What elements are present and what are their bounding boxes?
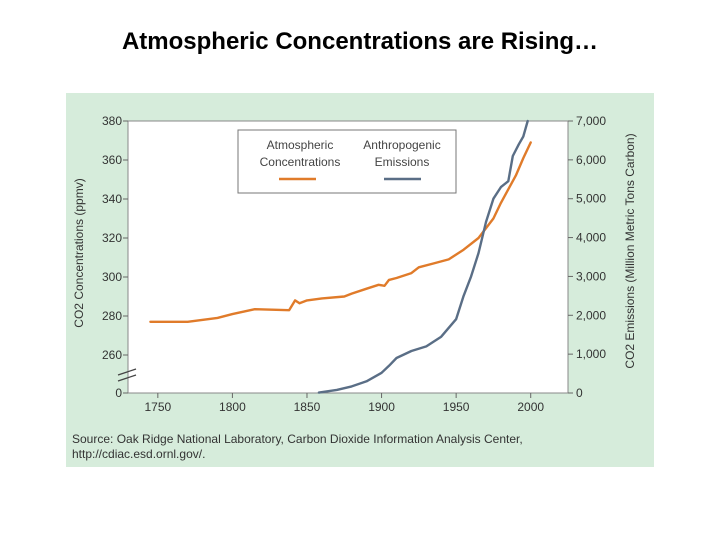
x-tick-label: 1900 [368, 400, 395, 414]
slide-title: Atmospheric Concentrations are Rising… [121, 28, 599, 55]
y-left-tick-label: 260 [102, 348, 122, 362]
legend: Atmospheric Concentrations Anthropogenic… [237, 129, 457, 194]
y-left-tick-label: 360 [102, 153, 122, 167]
y-right-tick-label: 6,000 [576, 153, 606, 167]
y-right-tick-label: 2,000 [576, 308, 606, 322]
x-tick-label: 1800 [219, 400, 246, 414]
y-right-tick-label: 1,000 [576, 347, 606, 361]
y-right-tick-label: 0 [576, 386, 583, 400]
axis-break-mark [117, 374, 137, 382]
x-tick-label: 2000 [517, 400, 544, 414]
y-left-tick-label: 320 [102, 231, 122, 245]
y-right-tick-label: 4,000 [576, 231, 606, 245]
series-line-emissions [317, 119, 529, 394]
legend-box [237, 129, 457, 194]
source-line-2: http://cdiac.esd.ornl.gov/. [72, 447, 205, 461]
y-left-tick-label: 380 [102, 114, 122, 128]
y-left-axis-label: CO2 Concentrations (ppmv) [72, 178, 86, 327]
source-line-1: Source: Oak Ridge National Laboratory, C… [72, 432, 523, 446]
legend-label-emissions-1: Anthropogenic [363, 138, 440, 152]
y-right-axis-label: CO2 Emissions (Million Metric Tons Carbo… [623, 133, 637, 368]
legend-label-emissions-2: Emissions [375, 155, 430, 169]
x-tick-label: 1950 [443, 400, 470, 414]
legend-label-concentrations-2: Concentrations [260, 155, 341, 169]
series-line-concentrations [149, 141, 532, 324]
y-left-tick-label: 340 [102, 192, 122, 206]
chart-figure: 0 260 280 300 320 340 360 380 0 1,000 2,000 3,000 4,… [66, 93, 654, 467]
axis-break-mark [117, 368, 137, 376]
legend-label-concentrations-1: Atmospheric [267, 138, 334, 152]
y-left-tick-label: 300 [102, 270, 122, 284]
x-tick-label: 1850 [294, 400, 321, 414]
y-right-tick-label: 5,000 [576, 192, 606, 206]
y-left-tick-label: 280 [102, 309, 122, 323]
y-right-tick-label: 3,000 [576, 269, 606, 283]
y-left-tick-label: 0 [115, 386, 122, 400]
x-tick-label: 1750 [144, 400, 171, 414]
y-right-tick-label: 7,000 [576, 114, 606, 128]
